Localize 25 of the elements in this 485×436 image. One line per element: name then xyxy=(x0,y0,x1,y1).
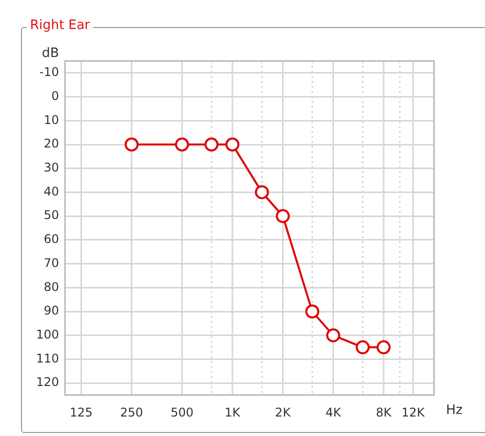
x-tick-label: 8K xyxy=(376,405,392,420)
x-tick-label: 1K xyxy=(224,405,242,420)
y-tick-label: 60 xyxy=(44,232,59,246)
chart-title: Right Ear xyxy=(27,18,93,33)
y-tick-label: 40 xyxy=(44,184,59,198)
y-tick-label: -10 xyxy=(39,65,59,80)
x-tick-label: 125 xyxy=(70,405,93,420)
y-tick-label: 80 xyxy=(44,280,59,294)
y-tick-label: 90 xyxy=(44,304,59,318)
y-tick-label: 50 xyxy=(44,208,59,222)
y-tick-label: 30 xyxy=(44,160,59,174)
y-tick-label: 20 xyxy=(44,136,59,151)
y-tick-label: 120 xyxy=(36,375,59,390)
x-tick-label: 500 xyxy=(170,405,194,420)
x-tick-label: 250 xyxy=(120,405,144,420)
x-axis-title: Hz xyxy=(446,402,463,418)
x-tick-label: 12K xyxy=(402,405,426,420)
x-tick-label: 4K xyxy=(325,405,342,420)
y-tick-label: 10 xyxy=(44,112,59,127)
x-tick-label: 2K xyxy=(275,405,292,420)
y-axis-title: dB xyxy=(42,46,59,61)
y-tick-label: 110 xyxy=(36,351,59,366)
y-tick-label: 100 xyxy=(36,327,59,342)
y-tick-label: 70 xyxy=(44,256,59,270)
y-tick-label: 0 xyxy=(51,88,59,103)
